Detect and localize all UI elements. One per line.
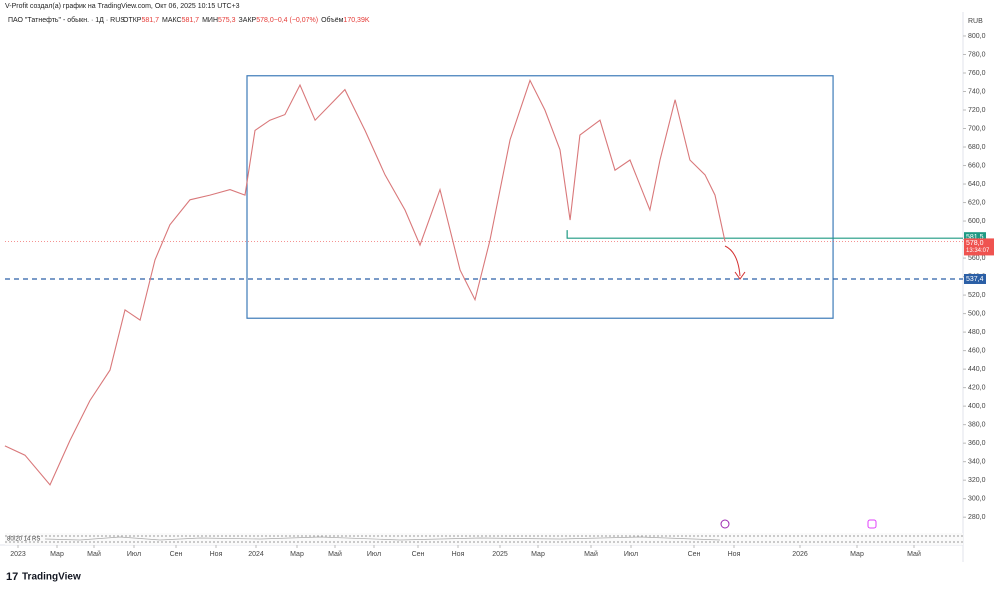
currency: RUB: [968, 18, 983, 25]
y-tick-label: 500,0: [968, 310, 986, 317]
indicator-panel: [5, 533, 963, 545]
price-line: [4, 78, 726, 486]
y-tick-label: 800,0: [968, 33, 986, 40]
author-line: V-Profit создал(а) график на TradingView…: [5, 3, 240, 10]
last-price-label: 578,0: [966, 240, 984, 247]
logo-mark: 17: [6, 571, 18, 583]
ohlc-label: МАКС: [162, 17, 182, 24]
y-tick-label: 420,0: [968, 384, 986, 391]
y-tick-label: 320,0: [968, 477, 986, 484]
y-tick-label: 660,0: [968, 162, 986, 169]
arrow: [724, 245, 746, 280]
x-tick-label: Мар: [50, 551, 64, 558]
x-tick-label: Сен: [412, 551, 425, 558]
support-label: 581,5: [966, 234, 984, 241]
event-icon[interactable]: [720, 519, 730, 529]
x-tick-label: 2026: [792, 551, 808, 558]
brand-logo: 17 TradingView: [6, 571, 81, 583]
y-tick-label: 340,0: [968, 459, 986, 466]
x-tick-label: Мар: [850, 551, 864, 558]
x-tick-label: Май: [584, 550, 598, 558]
x-tick-label: Мар: [290, 551, 304, 558]
countdown: 13:34:07: [966, 248, 990, 254]
y-tick-label: 700,0: [968, 125, 986, 132]
y-tick-label: 440,0: [968, 366, 986, 373]
x-tick-label: Июл: [367, 551, 381, 558]
last-price-badge: [964, 238, 994, 256]
target-label: 537,4: [966, 276, 984, 283]
x-tick-label: Ноя: [728, 551, 741, 558]
ohlc-value: 578,0: [256, 17, 274, 24]
y-tick-label: 280,0: [968, 514, 986, 521]
x-tick-label: Июл: [127, 551, 141, 558]
range-box: [246, 75, 834, 319]
indicator-label: 80/20 14 RS: [7, 537, 40, 543]
y-tick-label: 740,0: [968, 88, 986, 95]
y-tick-label: 400,0: [968, 403, 986, 410]
x-tick-label: Ноя: [452, 551, 465, 558]
support-line: [566, 230, 963, 239]
ohlc-value: 170,39K: [343, 17, 369, 24]
ohlc-legend: ОТКР581,7 МАКС581,7 МИН575,3 ЗАКР578,0−0,4 …: [123, 16, 370, 24]
ohlc-label: МИН: [202, 17, 218, 24]
y-tick-label: 640,0: [968, 181, 986, 188]
y-tick-label: 480,0: [968, 329, 986, 336]
y-tick-label: 760,0: [968, 70, 986, 77]
y-tick-label: 600,0: [968, 218, 986, 225]
x-tick-label: Июл: [624, 551, 638, 558]
ohlc-label: Объём: [321, 16, 343, 24]
x-tick-label: Мар: [531, 551, 545, 558]
y-tick-label: 520,0: [968, 292, 986, 299]
ohlc-value: 581,7: [182, 17, 200, 24]
x-tick-label: 2025: [492, 551, 508, 558]
support-badge: [964, 232, 986, 243]
ohlc-value: 581,7: [141, 17, 159, 24]
ohlc-label: ОТКР: [123, 17, 142, 24]
x-tick-label: Сен: [688, 551, 701, 558]
y-tick-label: 560,0: [968, 255, 986, 262]
indicator-line: [44, 536, 721, 541]
symbol-title: ПАО "Татнефть" - обыкн. · 1Д · RUS: [8, 16, 125, 24]
y-tick-label: 720,0: [968, 107, 986, 114]
x-tick-label: Май: [87, 550, 101, 558]
brand: TradingView: [22, 572, 81, 583]
x-tick-label: Ноя: [210, 551, 223, 558]
x-tick-label: 2024: [248, 551, 264, 558]
y-tick-label: 460,0: [968, 347, 986, 354]
y-tick-label: 620,0: [968, 199, 986, 206]
ohlc-value: −0,4 (−0,07%): [274, 17, 318, 24]
event-icon[interactable]: [867, 519, 877, 529]
y-tick-label: 360,0: [968, 440, 986, 447]
ohlc-label: ЗАКР: [239, 17, 257, 24]
y-tick-label: 780,0: [968, 51, 986, 58]
x-tick-label: 2023: [10, 551, 26, 558]
y-tick-label: 380,0: [968, 421, 986, 428]
ohlc-value: 575,3: [218, 17, 236, 24]
x-tick-label: Май: [328, 550, 342, 558]
x-tick-label: Май: [907, 550, 921, 558]
target-badge: [964, 273, 986, 284]
y-tick-label: 300,0: [968, 496, 986, 503]
x-tick-label: Сен: [170, 551, 183, 558]
y-tick-label: 680,0: [968, 144, 986, 151]
